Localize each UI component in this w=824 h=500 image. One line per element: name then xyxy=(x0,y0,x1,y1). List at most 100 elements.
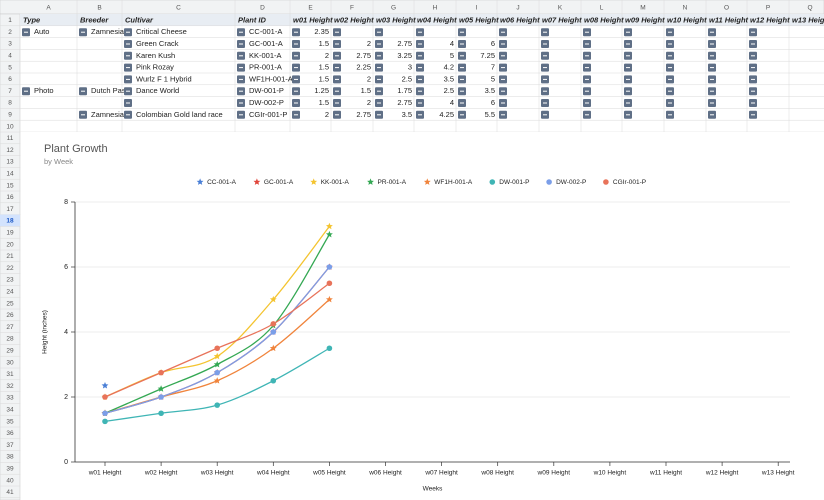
cell-text: Dutch Pas xyxy=(91,86,126,95)
x-tick-label: w02 Height xyxy=(144,470,178,477)
column-letter: L xyxy=(600,5,604,12)
cell-number: 7 xyxy=(491,63,495,72)
row-number: 2 xyxy=(8,29,12,36)
legend-marker xyxy=(196,178,204,185)
column-heading: Cultivar xyxy=(125,15,154,24)
column-letter: K xyxy=(558,5,563,12)
column-letter: P xyxy=(766,5,770,12)
column-heading: w03 Height xyxy=(376,15,416,24)
cell-number: 2.75 xyxy=(397,39,412,48)
cell-text: Green Crack xyxy=(136,39,179,48)
series-line xyxy=(104,266,330,414)
x-tick-label: w08 Height xyxy=(480,470,514,477)
series-line xyxy=(104,234,330,414)
cell-number: 2.5 xyxy=(402,74,412,83)
cell-text: DW-001-P xyxy=(249,86,284,95)
legend-marker xyxy=(546,179,552,185)
row-number: 12 xyxy=(6,147,14,154)
data-point xyxy=(270,321,277,327)
cell-number: 2 xyxy=(325,110,329,119)
row-number: 30 xyxy=(6,359,14,366)
legend-label: GC-001-A xyxy=(264,179,294,186)
column-letter: I xyxy=(476,5,478,12)
column-letter: M xyxy=(640,5,645,12)
cell-text: CC-001-A xyxy=(249,27,282,36)
column-heading: w10 Height xyxy=(667,15,707,24)
data-point xyxy=(325,222,333,230)
x-axis-label: Weeks xyxy=(423,486,443,493)
column-letter: B xyxy=(97,5,101,12)
row-number: 24 xyxy=(6,289,14,296)
data-point xyxy=(326,280,333,287)
legend-marker xyxy=(423,178,431,185)
cell-number: 2 xyxy=(367,74,371,83)
row-number: 16 xyxy=(6,194,14,201)
x-tick-label: w11 Height xyxy=(649,470,682,477)
cell-number: 4.25 xyxy=(439,110,454,119)
column-heading: w04 Height xyxy=(417,15,457,24)
data-point xyxy=(102,418,108,425)
x-tick-label: w01 Height xyxy=(88,470,122,477)
row-number: 4 xyxy=(8,53,12,60)
row-number: 26 xyxy=(6,312,14,319)
column-heading: w07 Height xyxy=(542,15,582,24)
column-heading: Breeder xyxy=(80,15,109,24)
data-point xyxy=(158,410,164,417)
row-number: 36 xyxy=(6,430,14,437)
column-letter: C xyxy=(176,5,181,12)
x-tick-label: w07 Height xyxy=(424,470,458,477)
data-point xyxy=(102,394,108,400)
data-point xyxy=(214,402,220,408)
cell-number: 4.2 xyxy=(444,63,454,72)
data-point xyxy=(326,345,333,352)
column-heading: w01 Height xyxy=(293,15,333,24)
cell-text: PR-001-A xyxy=(249,63,282,72)
cell-number: 2 xyxy=(325,51,329,60)
row-number: 19 xyxy=(6,230,14,237)
cell-text: Wurlz F 1 Hybrid xyxy=(136,74,192,83)
data-point xyxy=(325,230,333,238)
column-heading: Type xyxy=(23,15,40,24)
cell-text: Karen Kush xyxy=(136,51,175,60)
cell-number: 1.5 xyxy=(319,98,329,107)
row-number: 27 xyxy=(6,324,14,331)
row-number: 15 xyxy=(6,182,14,189)
cell-text: Critical Cheese xyxy=(136,27,187,36)
column-letter: H xyxy=(433,5,438,12)
cell-number: 2.35 xyxy=(314,27,329,36)
chart-title: Plant Growth xyxy=(44,143,108,155)
y-axis-label: Height (inches) xyxy=(42,310,49,354)
data-point xyxy=(326,264,333,270)
x-tick-label: w09 Height xyxy=(537,470,571,477)
legend-label: CC-001-A xyxy=(207,179,237,186)
data-point xyxy=(214,369,220,376)
row-number: 18 xyxy=(6,218,14,225)
x-tick-label: w05 Height xyxy=(312,470,346,477)
cell-number: 2.25 xyxy=(356,63,371,72)
cell-number: 3.5 xyxy=(402,110,412,119)
header-row-bg xyxy=(20,14,824,26)
row-number: 35 xyxy=(6,418,14,425)
row-number: 14 xyxy=(6,171,14,178)
legend-label: DW-002-P xyxy=(556,179,586,186)
legend-label: WF1H-001-A xyxy=(434,179,473,186)
cell-number: 3.5 xyxy=(444,74,454,83)
legend-label: PR-001-A xyxy=(378,179,407,186)
cell-text: GC-001-A xyxy=(249,39,283,48)
cell-number: 5.5 xyxy=(485,110,495,119)
row-number: 9 xyxy=(8,112,12,119)
row-number: 17 xyxy=(6,206,14,213)
data-point xyxy=(325,295,333,303)
cell-number: 6 xyxy=(491,39,495,48)
cell-text: Zamnesia xyxy=(91,110,125,119)
cell-number: 1.5 xyxy=(361,86,371,95)
cell-number: 2.75 xyxy=(397,98,412,107)
legend-marker xyxy=(310,178,318,185)
column-letter: N xyxy=(683,5,688,12)
column-letter: J xyxy=(516,5,519,12)
column-heading: w11 Height xyxy=(709,15,749,24)
cell-number: 2.5 xyxy=(444,86,454,95)
data-point xyxy=(269,295,277,303)
cell-number: 3.5 xyxy=(485,86,495,95)
